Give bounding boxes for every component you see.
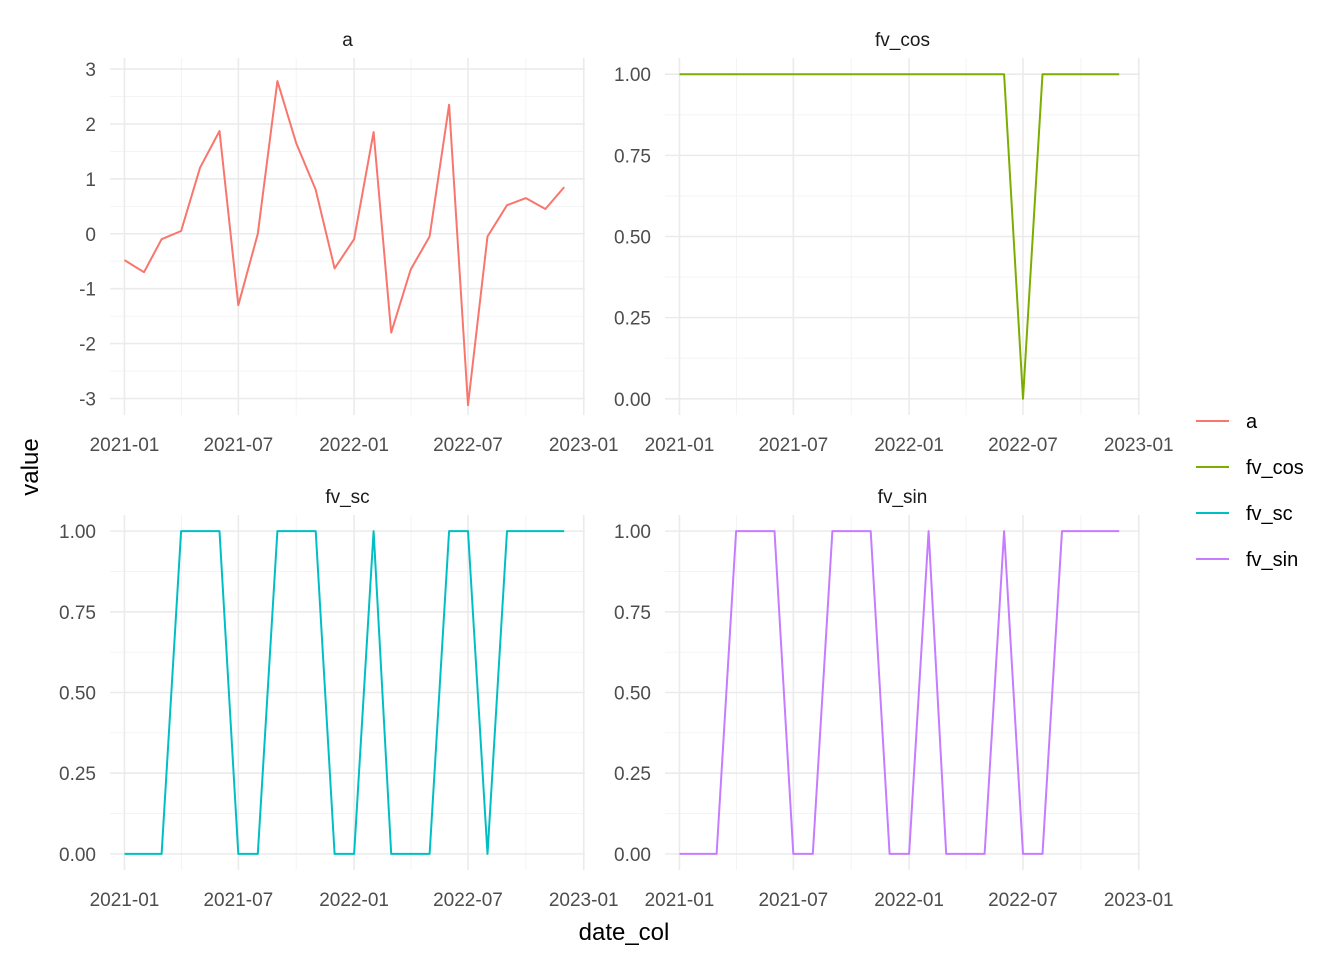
x-tick-label: 2022-01	[874, 435, 944, 456]
x-tick-label: 2022-01	[319, 890, 389, 911]
y-tick-label: 0.50	[59, 684, 96, 705]
x-tick-label: 2023-01	[1104, 435, 1174, 456]
x-tick-label: 2021-01	[645, 435, 715, 456]
panels-layer: 3 2 1 0 -1 -2 -3 2021-01 2021-07 2022-01 2022-07 20…	[59, 30, 1174, 911]
y-tick-label: 0.50	[614, 684, 651, 705]
panel-a: 3 2 1 0 -1 -2 -3 2021-01 2021-07 2022-01 2022-07 20…	[79, 30, 619, 456]
x-tick-label: 2022-07	[988, 435, 1058, 456]
y-tick-label: 0.25	[614, 309, 651, 330]
x-tick-label: 2021-07	[758, 890, 828, 911]
x-tick-label: 2021-07	[203, 890, 273, 911]
y-tick-label: 0.00	[614, 390, 651, 411]
y-tick-label: 1.00	[614, 65, 651, 86]
legend: a fv_cos fv_sc fv_sin	[1196, 411, 1304, 571]
y-tick-label: 0	[85, 225, 96, 246]
x-tick-label: 2023-01	[549, 435, 619, 456]
panel-title: a	[342, 30, 353, 51]
legend-item-fv_sc: fv_sc	[1196, 503, 1293, 525]
y-tick-label: 0.75	[614, 146, 651, 167]
x-tick-label: 2023-01	[549, 890, 619, 911]
panel-title: fv_sin	[878, 487, 928, 508]
y-tick-label: 2	[85, 115, 96, 136]
y-tick-label: 1.00	[59, 522, 96, 543]
x-tick-label: 2021-01	[90, 435, 160, 456]
x-tick-label: 2021-01	[645, 890, 715, 911]
series-line-fv_cos	[679, 73, 1120, 400]
legend-item-a: a	[1196, 411, 1258, 433]
legend-label: fv_sin	[1246, 549, 1298, 571]
panel-title: fv_cos	[875, 30, 930, 51]
y-axis-title: value	[17, 438, 44, 495]
legend-item-fv_sin: fv_sin	[1196, 549, 1298, 571]
panel-title: fv_sc	[325, 487, 369, 508]
series-line-a	[123, 80, 565, 407]
y-tick-label: 0.00	[614, 845, 651, 866]
panel-fv_cos: 1.00 0.75 0.50 0.25 0.00 2021-01 2021-07 2022-0…	[614, 30, 1174, 456]
panel-fv_sin: 1.00 0.75 0.50 0.25 0.00 2021-01 2021-07 2022-0…	[614, 487, 1174, 911]
y-tick-label: 0.75	[614, 603, 651, 624]
legend-label: fv_sc	[1246, 503, 1293, 525]
y-tick-label: 1	[85, 170, 96, 191]
y-tick-label: 0.25	[59, 764, 96, 785]
y-tick-label: 1.00	[614, 522, 651, 543]
y-tick-label: -1	[79, 280, 96, 301]
series-line-fv_sin	[679, 530, 1120, 855]
x-tick-label: 2022-01	[319, 435, 389, 456]
x-axis-title: date_col	[579, 919, 670, 946]
x-tick-label: 2022-07	[988, 890, 1058, 911]
x-tick-label: 2021-07	[758, 435, 828, 456]
y-tick-label: 0.25	[614, 764, 651, 785]
y-tick-label: 3	[85, 60, 96, 81]
panel-fv_sc: 1.00 0.75 0.50 0.25 0.00 2021-01 2021-07 2022-0…	[59, 487, 619, 911]
x-tick-label: 2023-01	[1104, 890, 1174, 911]
legend-item-fv_cos: fv_cos	[1196, 457, 1304, 479]
x-tick-label: 2022-01	[874, 890, 944, 911]
y-tick-label: -3	[79, 390, 96, 411]
legend-label: fv_cos	[1246, 457, 1304, 479]
x-tick-label: 2022-07	[433, 435, 503, 456]
x-tick-label: 2022-07	[433, 890, 503, 911]
y-tick-label: -2	[79, 335, 96, 356]
legend-label: a	[1246, 411, 1258, 433]
y-tick-label: 0.75	[59, 603, 96, 624]
y-tick-label: 0.00	[59, 845, 96, 866]
series-line-fv_sc	[124, 530, 565, 855]
y-tick-label: 0.50	[614, 228, 651, 249]
x-tick-label: 2021-01	[90, 890, 160, 911]
x-tick-label: 2021-07	[203, 435, 273, 456]
